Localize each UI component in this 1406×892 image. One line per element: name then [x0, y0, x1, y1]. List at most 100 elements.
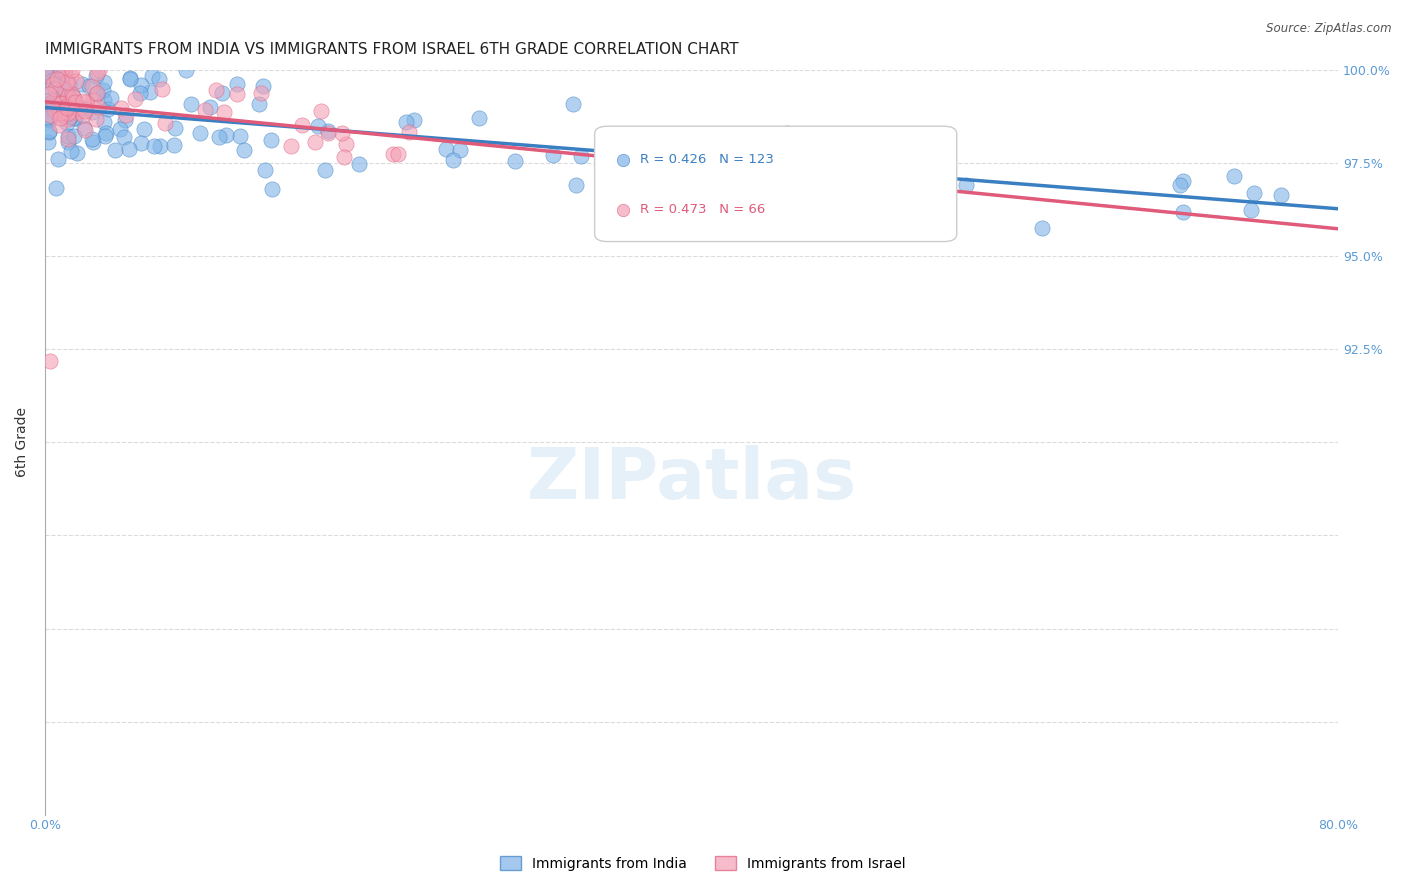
- Immigrants from Israel: [73, 123, 96, 137]
- Immigrants from Israel: [48, 95, 70, 109]
- Immigrants from Israel: [66, 104, 89, 119]
- Immigrants from India: [226, 77, 249, 91]
- Immigrants from Israel: [49, 111, 72, 125]
- Immigrants from India: [45, 91, 67, 105]
- Immigrants from Israel: [110, 101, 132, 115]
- Legend: Immigrants from India, Immigrants from Israel: Immigrants from India, Immigrants from I…: [495, 850, 911, 876]
- Immigrants from Israel: [335, 136, 357, 151]
- Immigrants from Israel: [194, 103, 217, 117]
- Immigrants from India: [94, 129, 117, 144]
- Immigrants from Israel: [51, 95, 73, 110]
- Immigrants from Israel: [333, 150, 356, 164]
- Immigrants from Israel: [205, 82, 228, 96]
- Immigrants from India: [139, 85, 162, 99]
- Immigrants from India: [35, 95, 58, 109]
- Immigrants from India: [53, 83, 76, 97]
- Immigrants from India: [118, 142, 141, 156]
- Immigrants from Israel: [82, 93, 104, 107]
- Immigrants from India: [58, 77, 80, 91]
- Immigrants from India: [100, 90, 122, 104]
- Immigrants from India: [754, 136, 776, 150]
- Immigrants from Israel: [63, 95, 86, 110]
- Immigrants from Israel: [330, 126, 353, 140]
- Immigrants from Israel: [280, 138, 302, 153]
- Immigrants from India: [84, 69, 107, 83]
- Immigrants from Israel: [62, 87, 84, 101]
- Immigrants from India: [129, 87, 152, 101]
- Immigrants from India: [80, 105, 103, 120]
- Immigrants from India: [307, 119, 329, 133]
- Immigrants from Israel: [48, 118, 70, 132]
- Immigrants from Israel: [56, 132, 79, 146]
- Immigrants from India: [84, 87, 107, 101]
- Immigrants from Israel: [80, 78, 103, 93]
- Immigrants from India: [62, 129, 84, 144]
- Immigrants from India: [1168, 178, 1191, 193]
- Immigrants from India: [97, 102, 120, 116]
- Immigrants from India: [46, 152, 69, 166]
- Immigrants from Israel: [398, 125, 420, 139]
- Immigrants from India: [347, 157, 370, 171]
- Immigrants from India: [39, 95, 62, 110]
- Immigrants from India: [395, 115, 418, 129]
- Immigrants from India: [955, 178, 977, 192]
- Immigrants from India: [188, 126, 211, 140]
- Immigrants from India: [316, 124, 339, 138]
- Immigrants from Israel: [72, 108, 94, 122]
- Immigrants from India: [1240, 202, 1263, 217]
- Immigrants from India: [215, 128, 238, 142]
- Immigrants from India: [75, 102, 97, 116]
- Immigrants from India: [49, 63, 72, 78]
- Immigrants from India: [59, 109, 82, 123]
- Immigrants from India: [58, 128, 80, 143]
- Immigrants from India: [38, 124, 60, 138]
- Immigrants from India: [55, 67, 77, 81]
- Immigrants from India: [63, 111, 86, 125]
- Immigrants from India: [46, 78, 69, 93]
- Immigrants from Israel: [38, 87, 60, 101]
- Immigrants from India: [70, 101, 93, 115]
- Immigrants from India: [503, 154, 526, 169]
- Immigrants from Israel: [150, 81, 173, 95]
- Immigrants from Israel: [60, 69, 83, 83]
- Immigrants from Israel: [124, 92, 146, 106]
- Immigrants from India: [55, 84, 77, 98]
- Immigrants from India: [260, 182, 283, 196]
- Immigrants from India: [129, 78, 152, 93]
- Immigrants from Israel: [62, 89, 84, 103]
- Immigrants from India: [44, 95, 66, 109]
- Immigrants from Israel: [212, 104, 235, 119]
- Immigrants from India: [38, 125, 60, 139]
- Immigrants from Israel: [38, 353, 60, 368]
- Immigrants from Israel: [42, 94, 65, 108]
- Immigrants from Israel: [316, 127, 339, 141]
- Immigrants from India: [44, 102, 66, 116]
- Immigrants from India: [59, 144, 82, 158]
- Immigrants from India: [1171, 204, 1194, 219]
- Immigrants from Israel: [44, 82, 66, 96]
- Immigrants from India: [143, 139, 166, 153]
- Immigrants from Israel: [225, 87, 247, 101]
- Immigrants from India: [228, 129, 250, 144]
- Immigrants from India: [82, 135, 104, 149]
- Immigrants from India: [66, 146, 89, 161]
- Immigrants from India: [77, 78, 100, 93]
- Immigrants from India: [1031, 221, 1053, 235]
- Immigrants from India: [211, 86, 233, 100]
- Immigrants from Israel: [304, 135, 326, 149]
- Immigrants from India: [149, 139, 172, 153]
- Immigrants from Israel: [55, 82, 77, 96]
- Immigrants from India: [636, 135, 658, 149]
- Immigrants from India: [114, 112, 136, 127]
- Immigrants from India: [1243, 186, 1265, 200]
- Immigrants from India: [1270, 188, 1292, 202]
- Immigrants from Israel: [56, 105, 79, 120]
- Immigrants from India: [402, 112, 425, 127]
- Immigrants from Israel: [56, 89, 79, 103]
- Immigrants from India: [37, 111, 59, 125]
- Immigrants from India: [163, 121, 186, 136]
- Immigrants from India: [38, 112, 60, 127]
- Immigrants from India: [449, 143, 471, 157]
- Immigrants from India: [35, 78, 58, 93]
- Immigrants from Israel: [87, 100, 110, 114]
